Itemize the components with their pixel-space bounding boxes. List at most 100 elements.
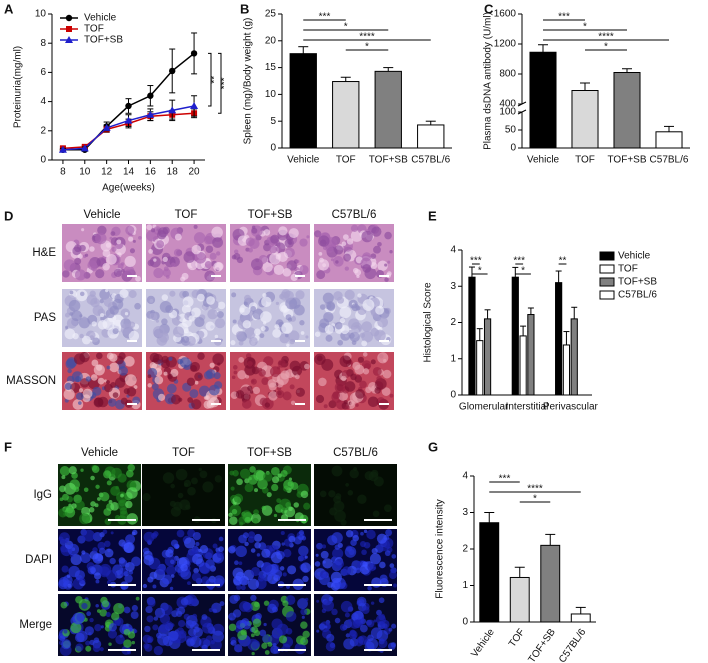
- texture: [250, 633, 255, 638]
- texture: [314, 561, 321, 567]
- texture: [169, 500, 177, 507]
- texture: [110, 502, 119, 511]
- texture: [204, 260, 213, 269]
- texture: [331, 608, 338, 616]
- panel-letter: F: [4, 439, 12, 454]
- texture: [128, 290, 137, 299]
- texture: [104, 548, 114, 558]
- texture: [71, 310, 83, 322]
- x-tick-label: Glomerular: [459, 402, 509, 413]
- point: [58, 145, 67, 153]
- texture: [389, 571, 397, 580]
- texture: [281, 322, 293, 334]
- texture: [371, 226, 382, 237]
- texture: [180, 597, 189, 606]
- texture: [386, 271, 392, 276]
- significance-label: ***: [470, 256, 482, 267]
- texture: [148, 249, 154, 254]
- texture: [124, 374, 137, 387]
- texture: [232, 365, 238, 370]
- texture: [208, 607, 213, 613]
- legend-marker: [65, 14, 73, 22]
- texture: [296, 259, 300, 263]
- texture: [182, 296, 194, 308]
- texture: [68, 299, 81, 312]
- texture: [202, 481, 214, 493]
- texture: [108, 623, 117, 632]
- texture: [285, 611, 297, 622]
- texture: [282, 600, 289, 607]
- texture: [149, 312, 157, 321]
- panel-letter: D: [4, 208, 13, 223]
- legend-label: Vehicle: [84, 13, 117, 24]
- texture: [344, 246, 348, 251]
- texture: [211, 226, 223, 239]
- x-tick-label: TOF+SB: [526, 627, 558, 663]
- texture: [135, 275, 141, 282]
- texture: [357, 494, 367, 504]
- texture: [170, 623, 175, 628]
- significance-label: ***: [513, 256, 525, 267]
- significance-bracket: [208, 52, 212, 107]
- texture: [116, 239, 122, 245]
- texture: [241, 399, 252, 409]
- texture: [340, 519, 347, 526]
- texture: [350, 539, 357, 546]
- legend-swatch: [599, 251, 615, 261]
- texture: [230, 639, 237, 646]
- texture: [193, 224, 198, 229]
- texture: [339, 306, 352, 319]
- row-label: DAPI: [25, 554, 52, 566]
- texture: [60, 601, 68, 609]
- texture: [273, 513, 278, 518]
- texture: [115, 377, 126, 388]
- texture: [193, 232, 206, 244]
- row-label: H&E: [32, 247, 56, 259]
- texture: [157, 633, 170, 646]
- texture: [92, 547, 98, 553]
- texture: [103, 508, 112, 516]
- texture: [272, 328, 282, 338]
- texture: [118, 366, 128, 376]
- texture: [378, 613, 386, 621]
- texture: [325, 245, 334, 254]
- texture: [63, 259, 76, 271]
- texture: [92, 644, 101, 653]
- texture: [146, 539, 153, 545]
- texture: [349, 331, 360, 343]
- texture: [278, 226, 288, 236]
- texture: [171, 262, 176, 267]
- texture: [212, 237, 223, 248]
- texture: [59, 497, 64, 502]
- texture: [387, 260, 391, 264]
- texture: [177, 606, 186, 615]
- point: [147, 92, 154, 99]
- texture: [133, 385, 138, 389]
- texture: [215, 251, 221, 256]
- y-tick-label: 2: [40, 125, 46, 136]
- texture: [236, 584, 242, 590]
- texture: [345, 405, 350, 410]
- texture: [88, 507, 95, 513]
- texture: [228, 512, 233, 518]
- x-tick-label: 8: [60, 167, 66, 178]
- texture: [287, 565, 297, 575]
- texture: [314, 331, 321, 337]
- panel-letter: C: [484, 1, 494, 16]
- texture: [350, 224, 359, 232]
- texture: [356, 274, 360, 279]
- x-tick-label: TOF: [336, 155, 356, 166]
- texture: [63, 629, 68, 634]
- texture: [168, 356, 173, 361]
- texture: [109, 557, 116, 565]
- texture: [125, 534, 136, 545]
- texture: [177, 358, 183, 365]
- texture: [300, 621, 308, 629]
- texture: [332, 391, 340, 399]
- texture: [205, 245, 214, 253]
- texture: [239, 468, 251, 479]
- texture: [357, 293, 362, 298]
- texture: [89, 246, 95, 252]
- texture: [185, 504, 191, 510]
